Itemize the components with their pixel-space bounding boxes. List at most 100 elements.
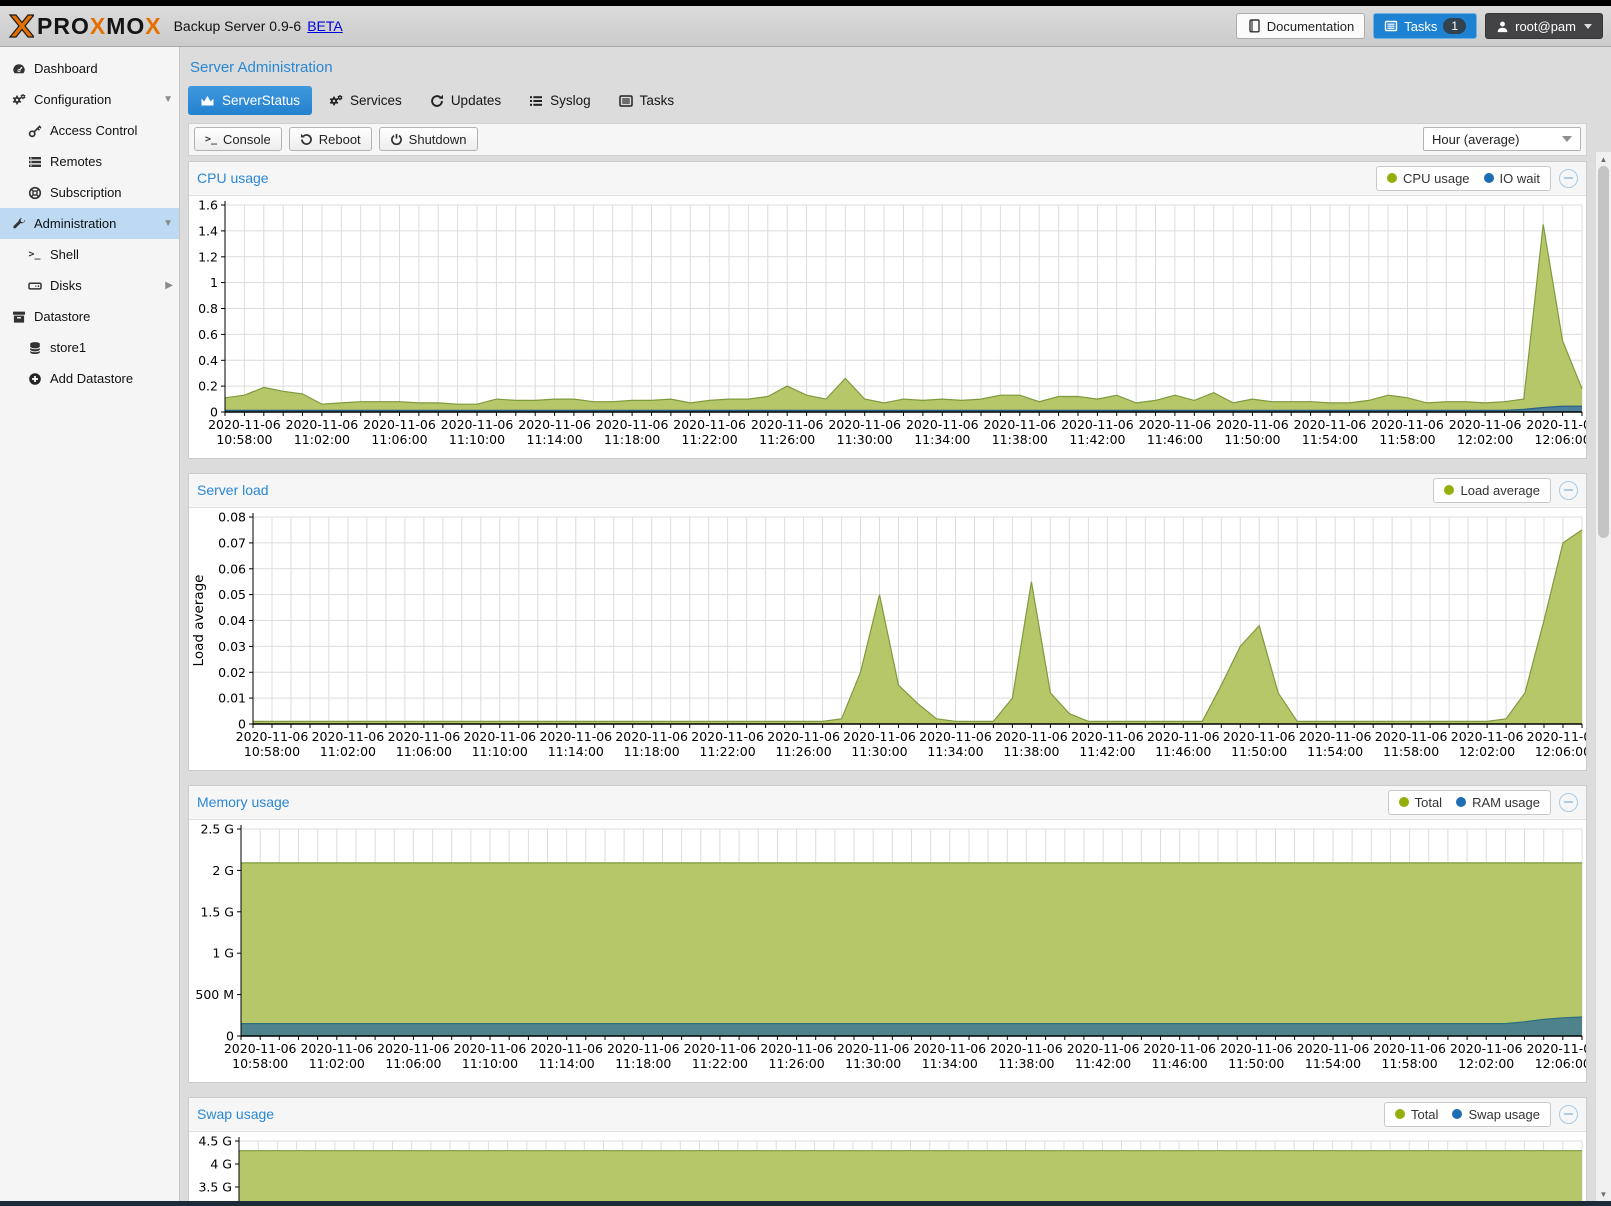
svg-text:0.06: 0.06 [218,561,246,576]
svg-text:11:54:00: 11:54:00 [1305,1056,1361,1071]
legend-item[interactable]: CPU usage [1387,171,1470,186]
legend-item[interactable]: IO wait [1483,171,1540,186]
tab-bar: ServerStatus Services Updates Syslog Tas… [188,86,1595,115]
sidebar-item-dashboard[interactable]: Dashboard [0,53,179,84]
vertical-scrollbar: ▲ ▼ [1595,152,1611,1201]
tab-tasks[interactable]: Tasks [607,86,687,115]
sidebar-item-administration[interactable]: Administration ▼ [0,208,179,239]
svg-text:12:06:00: 12:06:00 [1535,432,1586,447]
cpu-usage-legend: CPU usage IO wait [1376,165,1551,191]
svg-text:2020-11-06: 2020-11-06 [1451,729,1524,744]
svg-text:0.6: 0.6 [198,327,218,342]
time-range-select[interactable]: Hour (average) [1423,127,1581,152]
sidebar-item-add-datastore[interactable]: Add Datastore [0,363,179,394]
charts-scroll-region: CPU usage CPU usage IO wait 0 0.2 0.4 0.6 0.… [180,156,1595,1201]
gauge-icon [10,62,27,76]
legend-dot [1444,485,1455,496]
legend-item[interactable]: RAM usage [1456,795,1540,810]
sidebar: Dashboard Configuration ▼ Access Control… [0,47,180,1201]
svg-text:12:02:00: 12:02:00 [1459,744,1515,759]
svg-text:2020-11-06: 2020-11-06 [1294,417,1367,432]
svg-text:1.5 G: 1.5 G [200,904,234,919]
svg-text:0.03: 0.03 [218,639,246,654]
power-icon [390,133,402,146]
chevron-down-icon[interactable]: ▼ [163,94,173,105]
documentation-button[interactable]: Documentation [1235,13,1366,39]
list-alt-icon [618,94,633,107]
sidebar-item-datastore[interactable]: Datastore [0,301,179,332]
tab-syslog[interactable]: Syslog [517,86,603,115]
svg-text:2020-11-06: 2020-11-06 [751,417,824,432]
svg-text:11:54:00: 11:54:00 [1307,744,1363,759]
shutdown-button[interactable]: Shutdown [378,127,478,152]
svg-text:2020-11-06: 2020-11-06 [607,1041,680,1056]
legend-dot [1387,173,1398,184]
tab-updates[interactable]: Updates [418,86,513,115]
svg-text:11:50:00: 11:50:00 [1228,1056,1284,1071]
svg-text:2020-11-06: 2020-11-06 [1139,417,1212,432]
svg-text:11:46:00: 11:46:00 [1152,1056,1208,1071]
legend-item[interactable]: Total [1394,1107,1438,1122]
svg-text:11:38:00: 11:38:00 [998,1056,1054,1071]
collapse-panel-button[interactable] [1559,168,1578,188]
svg-text:11:54:00: 11:54:00 [1302,432,1358,447]
chevron-down-icon [1562,136,1572,143]
svg-text:11:18:00: 11:18:00 [604,432,660,447]
scroll-down-arrow[interactable]: ▼ [1599,1189,1608,1199]
svg-text:2020-11-06: 2020-11-06 [1299,729,1372,744]
collapse-panel-button[interactable] [1559,1104,1578,1124]
scrollbar-thumb[interactable] [1598,166,1609,538]
tab-serverstatus[interactable]: ServerStatus [188,86,313,115]
legend-dot [1483,173,1494,184]
sidebar-item-store1[interactable]: store1 [0,332,179,363]
svg-text:10:58:00: 10:58:00 [232,1056,288,1071]
svg-text:2020-11-06: 2020-11-06 [1526,417,1586,432]
svg-text:11:18:00: 11:18:00 [624,744,680,759]
collapse-panel-button[interactable] [1559,792,1578,812]
collapse-panel-button[interactable] [1559,480,1578,500]
svg-text:10:58:00: 10:58:00 [216,432,272,447]
sidebar-item-configuration[interactable]: Configuration ▼ [0,84,179,115]
svg-text:1 G: 1 G [212,946,234,961]
refresh-icon [431,94,443,107]
legend-item[interactable]: Total [1398,795,1442,810]
svg-text:11:26:00: 11:26:00 [776,744,832,759]
user-menu-button[interactable]: root@pam [1485,13,1603,39]
sidebar-item-disks[interactable]: Disks ▶ [0,270,179,301]
app-header: PROXMOX Backup Server 0.9-6 BETA Documen… [0,6,1611,47]
svg-text:11:22:00: 11:22:00 [700,744,756,759]
sidebar-item-subscription[interactable]: Subscription [0,177,179,208]
svg-text:11:22:00: 11:22:00 [692,1056,748,1071]
tasks-button[interactable]: Tasks 1 [1373,13,1478,39]
svg-text:2020-11-06: 2020-11-06 [990,1041,1063,1056]
sidebar-item-access-control[interactable]: Access Control [0,115,179,146]
svg-text:2020-11-06: 2020-11-06 [539,729,612,744]
server-load-legend: Load average [1433,477,1551,503]
sidebar-item-shell[interactable]: >_ Shell [0,239,179,270]
beta-link[interactable]: BETA [307,18,343,34]
swap-usage-legend: Total Swap usage [1383,1101,1551,1127]
svg-text:500 M: 500 M [195,987,234,1002]
page-title: Server Administration [190,59,333,76]
scroll-up-arrow[interactable]: ▲ [1599,154,1608,164]
reboot-button[interactable]: Reboot [288,127,372,152]
svg-text:11:42:00: 11:42:00 [1079,744,1135,759]
legend-item[interactable]: Swap usage [1452,1107,1540,1122]
cpu-usage-panel: CPU usage CPU usage IO wait 0 0.2 0.4 0.6 0.… [188,160,1587,459]
tab-services[interactable]: Services [316,86,414,115]
main-content: Server Administration ServerStatus Servi… [180,47,1611,1201]
svg-text:3.5 G: 3.5 G [198,1179,232,1194]
server-load-panel-header: Server load Load average [189,473,1586,508]
sidebar-item-remotes[interactable]: Remotes [0,146,179,177]
panel-title: Server load [197,482,269,499]
svg-text:11:06:00: 11:06:00 [385,1056,441,1071]
svg-text:11:34:00: 11:34:00 [914,432,970,447]
console-button[interactable]: >_ Console [194,127,282,152]
svg-text:2020-11-06: 2020-11-06 [1373,1041,1446,1056]
chevron-down-icon[interactable]: ▼ [163,218,173,229]
tasks-count-badge: 1 [1443,18,1467,34]
svg-text:2020-11-06: 2020-11-06 [1061,417,1134,432]
legend-item[interactable]: Load average [1444,483,1540,498]
svg-text:11:30:00: 11:30:00 [845,1056,901,1071]
area-chart-icon [201,96,214,106]
